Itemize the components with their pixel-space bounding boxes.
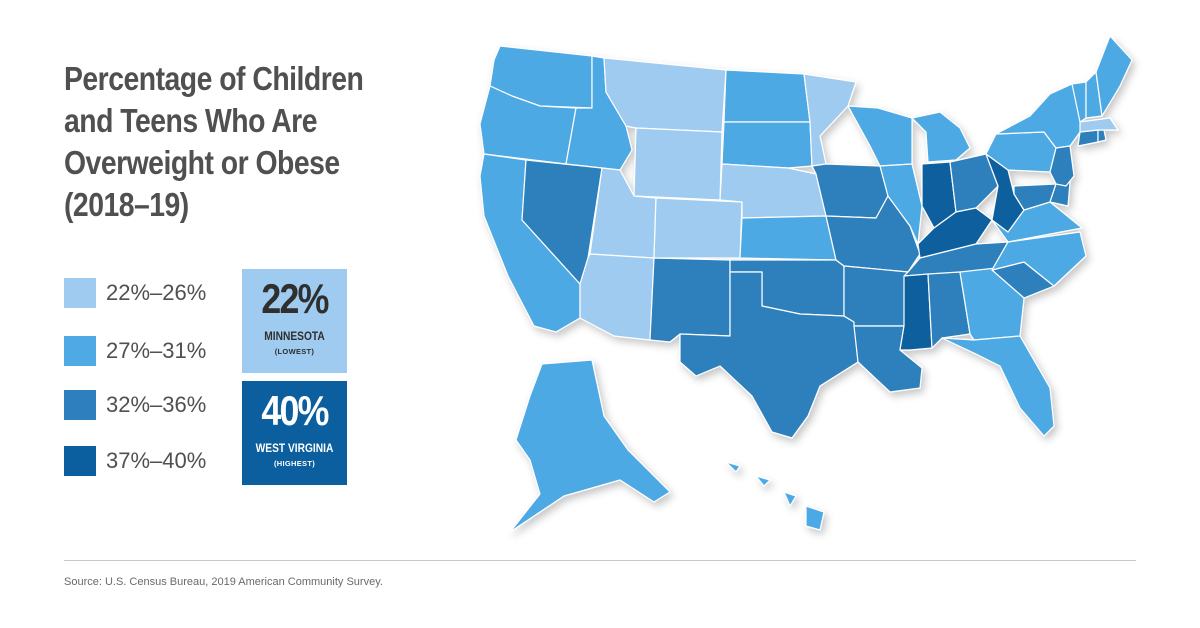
legend-swatch: [64, 446, 96, 476]
state-shape-ks: [739, 215, 837, 261]
map-title-line-2: and Teens Who Are: [64, 102, 318, 139]
state-sd: [721, 121, 813, 169]
state-ks: [739, 215, 837, 261]
state-wv: [985, 153, 1025, 233]
legend-swatch: [64, 390, 96, 420]
map-title-line-3: Overweight or Obese: [64, 144, 340, 181]
highest-rank-label: (HIGHEST): [273, 459, 316, 468]
state-shape-ri: [1097, 129, 1107, 143]
state-shape-nm: [649, 257, 731, 343]
state-hi: [725, 461, 825, 531]
highest-state-name: WEST VIRGINIA: [255, 441, 334, 455]
state-shape-wy: [633, 127, 723, 201]
state-ar: [843, 265, 909, 327]
lowest-percent: 22%: [261, 275, 329, 322]
state-shape-ms: [899, 273, 933, 351]
state-nm: [649, 257, 731, 343]
source-note: Source: U.S. Census Bureau, 2019 America…: [64, 576, 383, 588]
state-fl: [941, 335, 1055, 437]
state-az: [579, 253, 655, 341]
state-shape-ak: [509, 359, 671, 533]
state-shape-hi: [783, 491, 797, 507]
state-shape-md: [1013, 183, 1057, 211]
state-md: [1013, 183, 1057, 211]
legend-label: 27%–31%: [106, 338, 207, 363]
state-wi: [847, 105, 913, 167]
state-shape-tx: [679, 271, 859, 439]
legend-label: 32%–36%: [106, 392, 207, 417]
legend-swatch: [64, 336, 96, 366]
state-shape-hi: [805, 505, 825, 531]
state-nj: [1049, 145, 1075, 187]
state-shape-hi: [755, 475, 771, 487]
lowest-state-name: MINNESOTA: [264, 329, 325, 343]
map-title: Percentage of Children and Teens Who Are…: [64, 58, 364, 226]
legend-item-32-36: 32%–36%: [64, 390, 264, 422]
state-ma: [1079, 117, 1119, 133]
state-shape-az: [579, 253, 655, 341]
highest-state-callout: 40% WEST VIRGINIA (HIGHEST): [242, 381, 347, 485]
state-al: [927, 271, 971, 349]
state-wy: [633, 127, 723, 201]
state-shape-nj: [1049, 145, 1075, 187]
state-mn: [803, 73, 857, 167]
state-shape-mi: [911, 111, 971, 163]
state-shape-sd: [721, 121, 813, 169]
state-ri: [1097, 129, 1107, 143]
state-shape-wv: [985, 153, 1025, 233]
state-shape-hi: [725, 461, 741, 473]
state-shape-ar: [843, 265, 909, 327]
state-shape-al: [927, 271, 971, 349]
legend-label: 37%–40%: [106, 448, 207, 473]
state-mi: [911, 111, 971, 163]
lowest-rank-label: (LOWEST): [274, 347, 315, 356]
legend-label: 22%–26%: [106, 280, 207, 305]
map-title-line-1: Percentage of Children: [64, 60, 364, 97]
highest-percent: 40%: [261, 387, 329, 434]
state-shape-ma: [1079, 117, 1119, 133]
state-oh: [949, 153, 999, 213]
legend-swatch: [64, 278, 96, 308]
legend-item-22-26: 22%–26%: [64, 278, 264, 310]
state-shape-wi: [847, 105, 913, 167]
state-shape-co: [653, 197, 743, 259]
legend-item-37-40: 37%–40%: [64, 446, 264, 478]
state-shape-mn: [803, 73, 857, 167]
us-choropleth-map: [479, 36, 1133, 533]
state-shape-oh: [949, 153, 999, 213]
state-shape-nd: [723, 69, 811, 123]
footer-divider: [64, 560, 1136, 561]
state-ak: [509, 359, 671, 533]
state-tx: [679, 271, 859, 439]
state-me: [1095, 36, 1133, 117]
state-shape-me: [1095, 36, 1133, 117]
state-co: [653, 197, 743, 259]
state-shape-fl: [941, 335, 1055, 437]
lowest-state-callout: 22% MINNESOTA (LOWEST): [242, 269, 347, 373]
legend-item-27-31: 27%–31%: [64, 336, 264, 368]
map-title-line-4: (2018–19): [64, 186, 189, 223]
state-nd: [723, 69, 811, 123]
state-ms: [899, 273, 933, 351]
